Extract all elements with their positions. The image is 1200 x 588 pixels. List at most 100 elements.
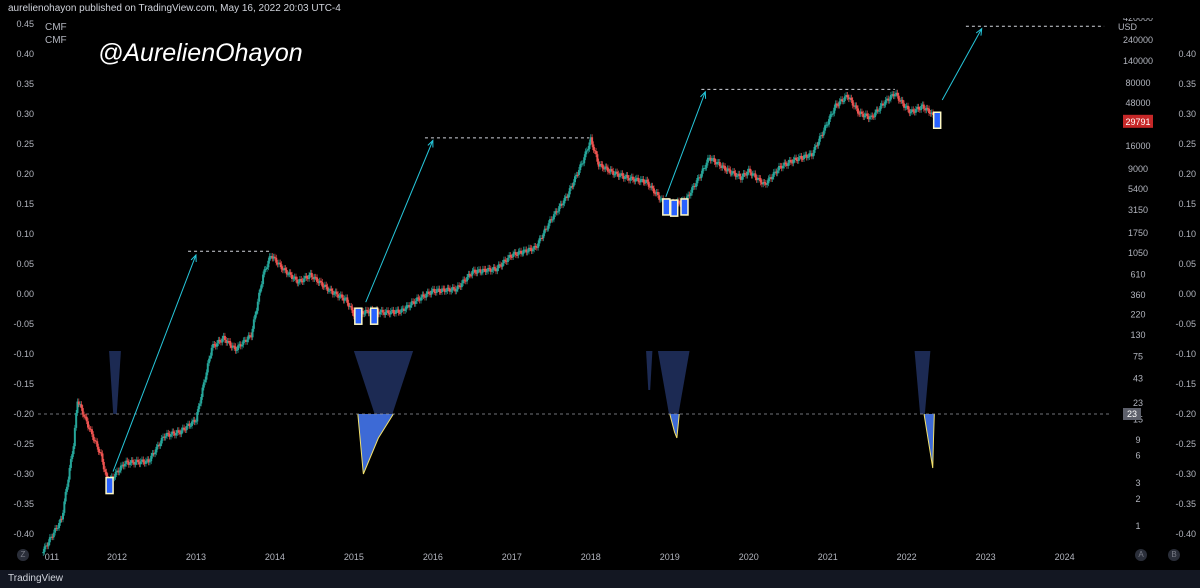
cmf-axis-left-tick: 0.15: [16, 199, 34, 209]
candle-body: [570, 186, 573, 189]
candle-body: [277, 262, 280, 265]
candle-body: [853, 105, 856, 107]
auto-scale-button[interactable]: A: [1135, 549, 1147, 561]
candle-body: [206, 363, 209, 373]
candle-body: [48, 537, 51, 543]
candle-body: [337, 294, 340, 298]
candle-body: [201, 387, 204, 397]
candle-body: [621, 173, 624, 176]
cmf-axis-right-tick: -0.40: [1175, 529, 1196, 539]
candle-body: [426, 291, 429, 295]
candle-body: [142, 459, 145, 463]
candle-body: [293, 276, 296, 279]
candle-body: [699, 177, 702, 179]
candle-body: [280, 264, 283, 270]
candle-body: [880, 103, 883, 106]
candle-body: [716, 162, 719, 165]
candle-body: [447, 287, 450, 289]
cmf-axis-left-tick: 0.35: [16, 79, 34, 89]
candle-body: [391, 309, 394, 312]
candle-body: [243, 339, 246, 341]
candle-body: [479, 269, 482, 273]
candle-body: [255, 310, 258, 315]
candle-body: [791, 162, 794, 164]
candle-body: [763, 182, 766, 184]
cmf-axis-left-tick: 0.05: [16, 259, 34, 269]
last-price-tag: [1123, 114, 1153, 128]
candle-body: [454, 288, 457, 292]
candle-body: [130, 460, 133, 464]
candle-body: [263, 269, 266, 275]
cmf-axis-left-tick: -0.10: [13, 349, 34, 359]
candle-body: [547, 223, 550, 229]
candle-body: [771, 176, 774, 180]
price-axis-tick: 140000: [1123, 56, 1153, 66]
candle-body: [93, 439, 96, 441]
cmf-axis-right-tick: -0.30: [1175, 469, 1196, 479]
candle-body: [695, 183, 698, 187]
candle-body: [117, 470, 120, 473]
candle-body: [368, 311, 371, 314]
candle-body: [230, 345, 233, 348]
cmf-dark-region: [914, 351, 931, 414]
indicator-label-1: CMF: [45, 22, 67, 33]
cmf-axis-right-tick: -0.20: [1175, 409, 1196, 419]
candle-body: [252, 319, 255, 329]
candle-body: [268, 256, 271, 261]
candle-body: [634, 178, 637, 182]
candle-body: [767, 178, 770, 184]
zoom-button[interactable]: Z: [17, 549, 29, 561]
candle-body: [826, 124, 829, 126]
candle-body: [401, 308, 404, 310]
candle-body: [51, 536, 54, 538]
candle-body: [591, 137, 594, 145]
candle-body: [300, 279, 303, 281]
candle-body: [783, 162, 786, 166]
candle-body: [768, 177, 771, 179]
candle-body: [814, 145, 817, 147]
candle-body: [596, 154, 599, 162]
candle-body: [572, 182, 575, 187]
price-axis-tick: 23: [1133, 398, 1143, 408]
candle-body: [338, 296, 341, 298]
price-axis-tick: 2: [1135, 494, 1140, 504]
candle-body: [726, 168, 729, 172]
candle-body: [878, 110, 881, 112]
log-scale-button[interactable]: B: [1168, 549, 1180, 561]
candle-body: [163, 436, 166, 438]
candle-body: [443, 288, 446, 292]
candle-body: [437, 288, 440, 290]
candle-body: [488, 267, 491, 269]
candle-body: [567, 194, 570, 198]
candle-body: [475, 272, 478, 274]
candle-body: [81, 408, 84, 415]
candle-body: [803, 155, 806, 160]
candle-body: [259, 288, 262, 293]
candle-body: [580, 163, 583, 165]
candle-body: [929, 113, 932, 115]
candle-body: [308, 274, 311, 279]
candle-body: [214, 344, 217, 347]
cmf-axis-right-tick: 0.05: [1178, 259, 1196, 269]
candle-body: [144, 460, 147, 464]
candle-body: [548, 219, 551, 224]
cmf-dark-region: [109, 351, 121, 414]
candle-body: [797, 157, 800, 161]
candle-body: [593, 150, 596, 152]
tradingview-brand[interactable]: TradingView: [8, 573, 64, 584]
candle-body: [579, 164, 582, 171]
price-candles: [42, 89, 937, 556]
candle-body: [485, 271, 488, 273]
candle-body: [537, 243, 540, 248]
price-axis-tick: 9: [1135, 435, 1140, 445]
candle-body: [909, 112, 912, 114]
candle-body: [194, 421, 197, 423]
candle-body: [143, 462, 146, 464]
x-axis-tick: 2012: [107, 552, 127, 562]
candle-body: [208, 358, 211, 364]
candle-body: [152, 453, 155, 455]
candle-body: [441, 288, 444, 292]
candle-body: [491, 270, 494, 272]
